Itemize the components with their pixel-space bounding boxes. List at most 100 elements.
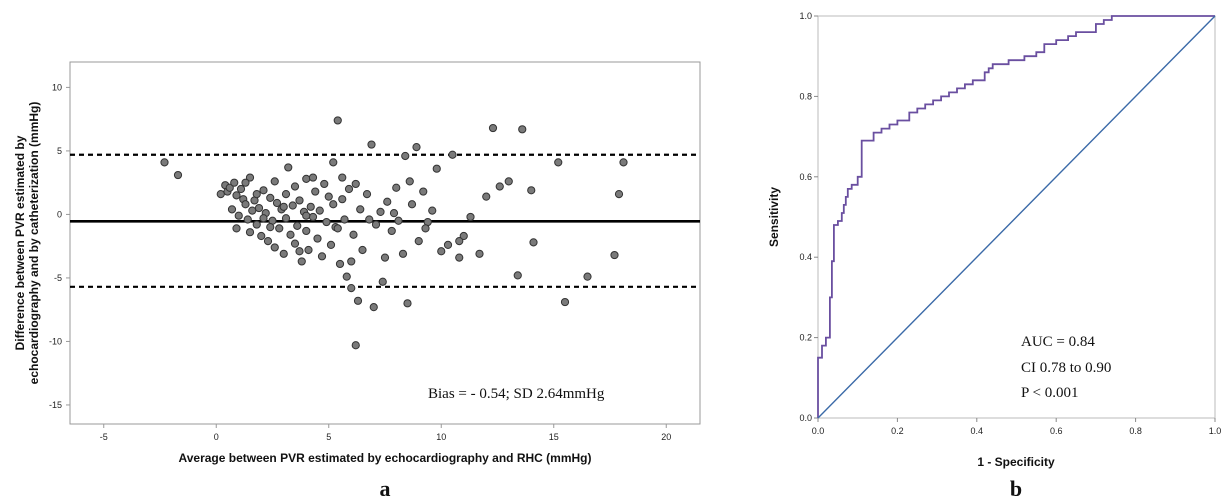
- data-point: [459, 231, 468, 241]
- data-point: [619, 158, 628, 167]
- data-point: [419, 187, 428, 196]
- data-point: [322, 217, 331, 227]
- data-point: [288, 201, 297, 210]
- data-point: [351, 179, 360, 189]
- data-point: [308, 173, 318, 182]
- x-axis-ticks-a: -5 0 5 10 15 20: [100, 424, 671, 442]
- data-point: [529, 238, 538, 247]
- data-point: [437, 247, 446, 256]
- data-point: [387, 226, 396, 236]
- data-point: [340, 215, 349, 224]
- data-point: [232, 224, 241, 233]
- data-point: [236, 184, 246, 194]
- x-tick-label-a: 15: [549, 432, 559, 442]
- data-point: [338, 173, 347, 182]
- data-point: [405, 177, 414, 186]
- panel-label-a: a: [380, 476, 391, 501]
- ci-annotation: CI 0.78 to 0.90: [1021, 360, 1111, 376]
- reference-diagonal-line: [817, 15, 1216, 419]
- data-point: [279, 249, 288, 258]
- y-tick-label-b: 1.0: [799, 11, 812, 21]
- data-point: [326, 240, 336, 250]
- data-point: [335, 259, 345, 269]
- data-point: [281, 214, 291, 223]
- data-point: [241, 178, 250, 187]
- data-point: [243, 215, 252, 224]
- data-point: [365, 215, 374, 224]
- data-point: [302, 226, 311, 236]
- y-tick-label-b: 0.2: [799, 333, 812, 343]
- data-point: [230, 178, 239, 187]
- roc-series: [817, 15, 1216, 419]
- data-point: [286, 230, 295, 239]
- data-point: [308, 212, 318, 222]
- data-point: [232, 191, 241, 200]
- x-tick-label-b: 0.0: [812, 426, 825, 436]
- data-point: [290, 239, 300, 248]
- y-axis-ticks-a: 10 5 0 -5 -10 -15: [49, 82, 70, 410]
- data-point: [257, 231, 266, 241]
- data-point: [398, 249, 408, 258]
- data-point: [302, 211, 311, 220]
- data-point: [313, 234, 322, 243]
- bias-annotation: Bias = - 0.54; SD 2.64mmHg: [428, 386, 605, 402]
- data-point: [266, 193, 275, 203]
- data-point: [356, 205, 365, 214]
- x-tick-label-a: 5: [326, 432, 331, 442]
- x-tick-label-b: 0.8: [1129, 426, 1142, 436]
- data-point: [482, 192, 491, 201]
- y-axis-title-b: Sensitivity: [767, 187, 781, 247]
- data-point: [371, 220, 381, 229]
- data-point: [448, 150, 457, 159]
- data-point: [333, 116, 342, 125]
- roc-curve-line: [817, 15, 1215, 418]
- y-tick-label-a: 5: [57, 146, 62, 156]
- data-point: [358, 245, 367, 255]
- data-point: [245, 228, 255, 237]
- data-point: [333, 224, 342, 233]
- data-point: [293, 221, 302, 230]
- x-tick-label-a: -5: [100, 432, 108, 442]
- y-tick-label-a: 10: [52, 82, 62, 92]
- data-point: [315, 206, 324, 215]
- data-point: [394, 216, 403, 225]
- auc-annotation: AUC = 0.84: [1021, 334, 1095, 350]
- y-tick-label-a: 0: [57, 209, 62, 219]
- data-point: [455, 236, 464, 246]
- data-point: [475, 249, 484, 258]
- data-point: [284, 163, 293, 172]
- data-point: [329, 158, 338, 167]
- y-tick-label-b: 0.4: [799, 252, 812, 262]
- data-point: [248, 206, 257, 215]
- y-axis-title-a-line1: Difference between PVR estimated by: [13, 135, 27, 350]
- data-point: [347, 283, 356, 293]
- data-point: [216, 189, 225, 199]
- data-point: [455, 253, 464, 262]
- data-point: [504, 177, 513, 186]
- data-point: [304, 245, 313, 255]
- data-point: [329, 200, 338, 209]
- data-point: [259, 214, 268, 223]
- data-point: [495, 182, 504, 191]
- data-point: [234, 211, 243, 220]
- data-point: [270, 177, 279, 186]
- data-point: [342, 272, 351, 281]
- roc-curve-plot: 0.0 0.2 0.4 0.6 0.8 1.0 0.0 0.2 0.4 0.6 0.8 1.0 Se…: [767, 11, 1221, 501]
- data-point: [252, 220, 261, 229]
- data-point: [347, 257, 356, 266]
- data-point: [290, 182, 300, 191]
- data-point: [610, 250, 619, 260]
- data-point: [513, 271, 522, 280]
- data-point: [421, 224, 430, 233]
- y-axis-ticks-b: 0.0 0.2 0.4 0.6 0.8 1.0: [799, 11, 818, 423]
- data-point: [324, 192, 333, 201]
- data-point: [392, 183, 401, 192]
- data-point: [259, 186, 268, 195]
- data-point: [583, 272, 592, 281]
- data-point: [245, 173, 255, 182]
- data-point: [367, 140, 376, 149]
- data-point: [378, 277, 387, 286]
- data-point: [443, 240, 453, 250]
- data-point: [351, 341, 360, 350]
